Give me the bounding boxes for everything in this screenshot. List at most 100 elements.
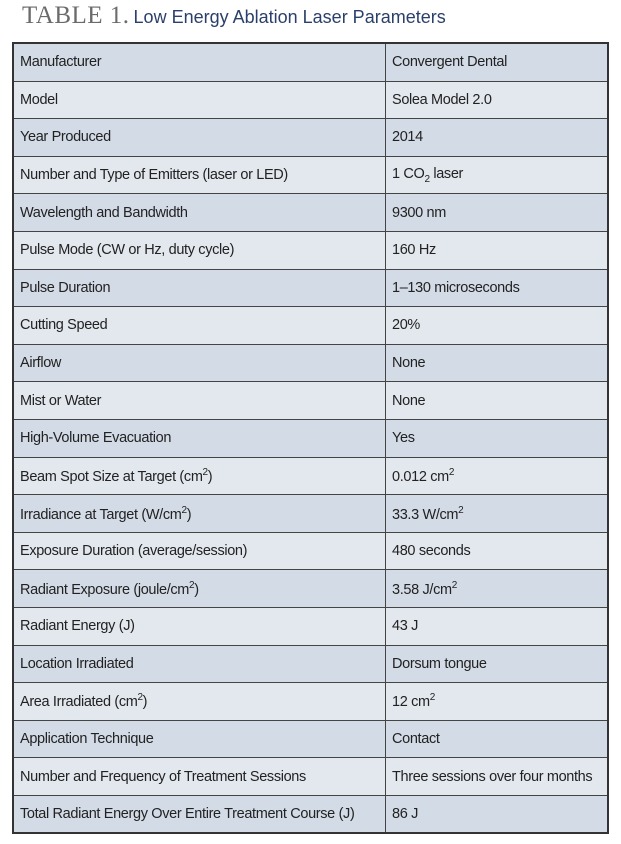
parameter-cell: Cutting Speed <box>12 306 386 345</box>
text-run: Contact <box>392 730 440 747</box>
text-run: ) <box>207 468 213 485</box>
parameter-cell: Location Irradiated <box>12 644 386 684</box>
text-run: Number and Type of Emitters (laser or LE… <box>20 167 288 184</box>
text-run: 86 J <box>392 806 419 823</box>
parameter-cell: Model <box>12 80 386 120</box>
table-row: Mist or Water None <box>12 381 609 420</box>
parameter-cell: Pulse Mode (CW or Hz, duty cycle) <box>12 230 386 270</box>
text-run: Irradiance at Target (W/cm <box>20 506 182 523</box>
value-cell: 9300 nm <box>385 193 609 232</box>
value-cell: None <box>385 343 609 383</box>
parameter-cell: Beam Spot Size at Target (cm2) <box>12 456 386 496</box>
text-run: None <box>392 355 426 372</box>
text-run: Total Radiant Energy Over Entire Treatme… <box>20 806 355 823</box>
text-run: High-Volume Evacuation <box>20 430 172 447</box>
value-cell: 480 seconds <box>385 531 609 571</box>
text-run: Airflow <box>20 355 62 372</box>
value-cell: Dorsum tongue <box>385 644 609 684</box>
table-row: Location Irradiated Dorsum tongue <box>12 644 609 684</box>
text-run: Dorsum tongue <box>392 655 487 672</box>
parameter-cell: Mist or Water <box>12 381 386 420</box>
table-row: Total Radiant Energy Over Entire Treatme… <box>12 794 609 834</box>
value-cell: Solea Model 2.0 <box>385 80 609 120</box>
title-label: TABLE 1. <box>22 2 130 29</box>
value-cell: 1 CO2 laser <box>385 155 609 195</box>
text-run: Pulse Duration <box>20 279 111 296</box>
value-cell: None <box>385 381 609 420</box>
text-run: ) <box>142 694 148 711</box>
text-run: Three sessions over four months <box>392 768 593 785</box>
text-run: Solea Model 2.0 <box>392 91 492 108</box>
table-row: Year Produced 2014 <box>12 118 609 157</box>
superscript: 2 <box>202 466 209 478</box>
text-run: laser <box>429 165 464 182</box>
value-cell: 20% <box>385 306 609 345</box>
parameter-cell: Application Technique <box>12 719 386 759</box>
table-row: Exposure Duration (average/session) 480 s… <box>12 531 609 571</box>
text-run: 160 Hz <box>392 242 436 259</box>
table-row: Manufacturer Convergent Dental <box>12 42 609 82</box>
text-run: Application Technique <box>20 730 154 747</box>
superscript: 2 <box>181 504 187 516</box>
text-run: 1–130 microseconds <box>392 279 520 296</box>
text-run: 43 J <box>392 618 419 635</box>
value-cell: 3.58 J/cm2 <box>385 569 609 608</box>
table-row: Number and Frequency of Treatment Sessio… <box>12 757 609 796</box>
text-run: Cutting Speed <box>20 317 108 334</box>
text-run: 3.58 J/cm <box>392 581 452 598</box>
text-run: Beam Spot Size at Target (cm <box>20 468 203 485</box>
table-row: Irradiance at Target (W/cm2) 33.3 W/cm2 <box>12 494 609 533</box>
table-row: Radiant Energy (J) 43 J <box>12 606 609 646</box>
table-row: Application Technique Contact <box>12 719 609 759</box>
parameter-cell: Wavelength and Bandwidth <box>12 193 386 232</box>
title: TABLE 1. Low Energy Ablation Laser Parame… <box>22 2 446 30</box>
text-run: None <box>392 392 426 409</box>
text-run: 9300 nm <box>392 204 446 221</box>
parameter-cell: High-Volume Evacuation <box>12 418 386 458</box>
text-run: 1 CO <box>392 165 425 182</box>
parameter-cell: Number and Frequency of Treatment Sessio… <box>12 757 386 796</box>
parameter-cell: Manufacturer <box>12 42 386 82</box>
value-cell: 0.012 cm2 <box>385 456 609 496</box>
text-run: Model <box>20 91 58 108</box>
text-run: 12 cm <box>392 694 430 711</box>
parameter-cell: Area Irradiated (cm2) <box>12 682 386 721</box>
text-run: Convergent Dental <box>392 54 507 71</box>
table-row: Pulse Mode (CW or Hz, duty cycle) 160 Hz <box>12 230 609 270</box>
value-cell: Three sessions over four months <box>385 757 609 796</box>
text-run: 480 seconds <box>392 543 471 560</box>
text-run: Radiant Energy (J) <box>20 618 135 635</box>
text-run: Radiant Exposure (joule/cm <box>20 581 190 598</box>
text-run: Mist or Water <box>20 392 102 409</box>
value-cell: Contact <box>385 719 609 759</box>
parameter-cell: Pulse Duration <box>12 268 386 308</box>
table-row: Beam Spot Size at Target (cm2) 0.012 cm2 <box>12 456 609 496</box>
value-cell: 12 cm2 <box>385 682 609 721</box>
superscript: 2 <box>458 504 464 516</box>
table-row: Airflow None <box>12 343 609 383</box>
table-row: Pulse Duration 1–130 microseconds <box>12 268 609 308</box>
superscript: 2 <box>448 466 455 478</box>
parameter-cell: Radiant Energy (J) <box>12 606 386 646</box>
parameter-cell: Exposure Duration (average/session) <box>12 531 386 571</box>
superscript: 2 <box>451 579 458 591</box>
parameter-cell: Total Radiant Energy Over Entire Treatme… <box>12 794 386 834</box>
text-run: 33.3 W/cm <box>392 506 459 523</box>
text-run: Pulse Mode (CW or Hz, duty cycle) <box>20 242 235 259</box>
parameter-cell: Number and Type of Emitters (laser or LE… <box>12 155 386 195</box>
title-text: Low Energy Ablation Laser Parameters <box>133 7 446 27</box>
table: Manufacturer Convergent Dental Model Solea … <box>12 42 609 835</box>
value-cell: Convergent Dental <box>385 42 609 82</box>
text-run: Exposure Duration (average/session) <box>20 543 248 560</box>
text-run: Manufacturer <box>20 54 102 71</box>
text-run: 2014 <box>392 129 423 146</box>
text-run: ) <box>186 506 192 523</box>
table-row: Model Solea Model 2.0 <box>12 80 609 120</box>
parameter-cell: Year Produced <box>12 118 386 157</box>
table-row: Radiant Exposure (joule/cm2) 3.58 J/cm2 <box>12 569 609 608</box>
text-run: Year Produced <box>20 129 111 146</box>
value-cell: 43 J <box>385 606 609 646</box>
table-row: High-Volume Evacuation Yes <box>12 418 609 458</box>
subscript: 2 <box>424 173 430 185</box>
